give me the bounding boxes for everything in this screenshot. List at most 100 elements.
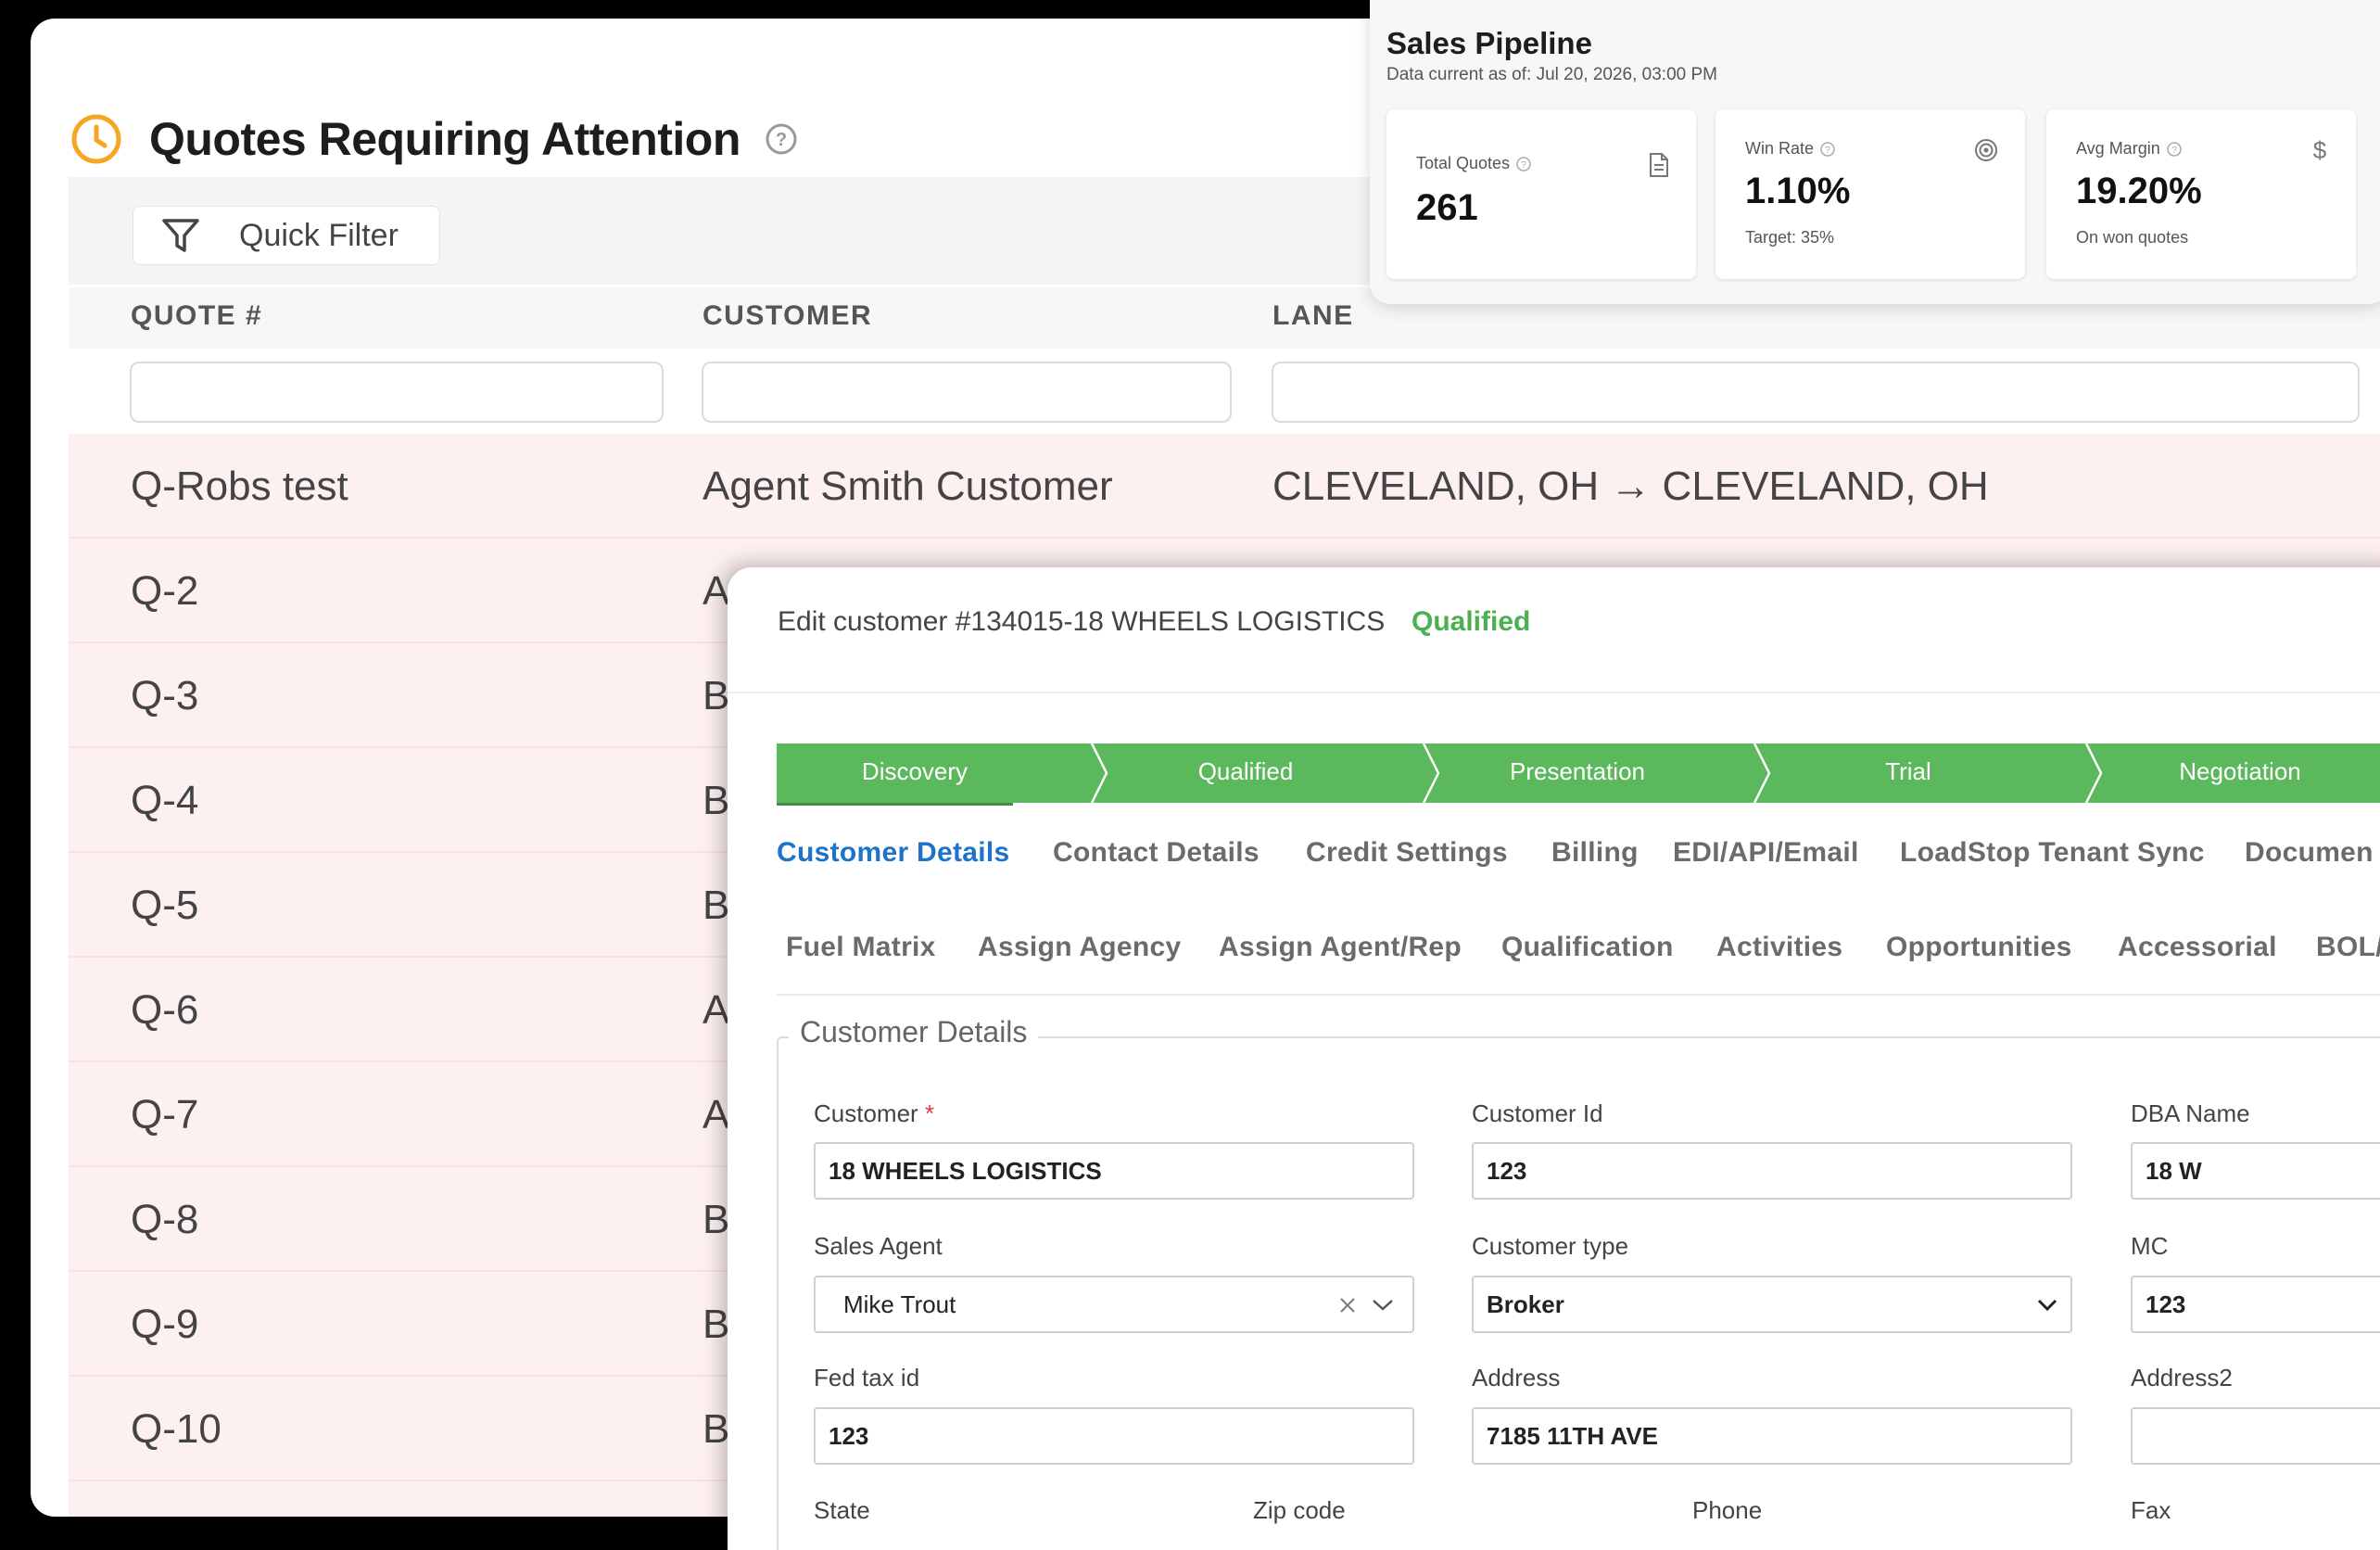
metric-label: Win Rate <box>1745 139 1815 158</box>
quote-cell: Q-2 <box>131 568 199 614</box>
metric-label: Avg Margin <box>2076 139 2160 158</box>
tab-fuel-matrix[interactable]: Fuel Matrix <box>786 932 936 962</box>
pipeline-subtitle: Data current as of: Jul 20, 2026, 03:00 … <box>1386 65 1717 84</box>
column-header-customer[interactable]: CUSTOMER <box>703 300 873 331</box>
help-icon[interactable]: ? <box>765 122 798 156</box>
edit-customer-panel: Edit customer #134015-18 WHEELS LOGISTIC… <box>728 567 2380 1550</box>
tab-contact-details[interactable]: Contact Details <box>1053 837 1260 868</box>
tab-activities[interactable]: Activities <box>1716 932 1843 962</box>
metric-value: 19.20% <box>2076 171 2202 211</box>
metric-label-row: Win Rate ? <box>1745 139 1836 159</box>
clear-icon[interactable] <box>1338 1296 1357 1315</box>
quote-cell: Q-11 <box>131 1511 219 1517</box>
svg-text:?: ? <box>776 130 787 150</box>
svg-text:?: ? <box>1521 160 1526 171</box>
pipeline-title: Sales Pipeline <box>1386 26 1592 60</box>
metric-value: 261 <box>1416 187 1478 228</box>
dba-name-field[interactable]: 18 W <box>2131 1142 2380 1200</box>
section-title: Customer Details <box>789 1015 1039 1049</box>
divider <box>777 994 2380 996</box>
sales-agent-value: Mike Trout <box>843 1290 956 1318</box>
customer-details-section <box>777 1036 2380 1550</box>
stage-bar-background <box>777 743 2380 803</box>
tab-billing[interactable]: Billing <box>1551 837 1639 868</box>
tab-edi-api-email[interactable]: EDI/API/Email <box>1673 837 1859 868</box>
tab-accessorial[interactable]: Accessorial <box>2118 932 2277 962</box>
address-field[interactable]: 7185 11TH AVE <box>1472 1407 2072 1465</box>
filter-icon <box>162 219 199 252</box>
status-badge: Qualified <box>1412 606 1531 637</box>
document-icon <box>1650 153 1668 177</box>
quick-filter-label: Quick Filter <box>239 217 399 253</box>
stage-negotiation[interactable]: Negotiation <box>2179 757 2301 785</box>
info-icon[interactable]: ? <box>1515 156 1532 172</box>
customer-id-field[interactable]: 123 <box>1472 1142 2072 1200</box>
stage-progress-bar: Discovery Qualified Presentation Trial N… <box>777 743 2380 806</box>
customer-type-label: Customer type <box>1472 1232 1629 1260</box>
tab-credit-settings[interactable]: Credit Settings <box>1306 837 1508 868</box>
quote-cell: Q-Robs test <box>131 464 348 509</box>
address2-field[interactable] <box>2131 1407 2380 1465</box>
stage-qualified[interactable]: Qualified <box>1197 757 1294 785</box>
svg-text:?: ? <box>1825 146 1830 156</box>
tab-qualification[interactable]: Qualification <box>1501 932 1674 962</box>
column-header-quote[interactable]: QUOTE # <box>131 300 263 331</box>
sales-agent-label: Sales Agent <box>814 1232 943 1260</box>
address2-label: Address2 <box>2131 1364 2233 1391</box>
divider <box>728 692 2380 693</box>
chevron-down-icon[interactable] <box>1372 1298 1394 1313</box>
tab-bol[interactable]: BOL/ <box>2316 932 2380 962</box>
lane-cell: CLEVELAND, OH → CLEVELAND, OH <box>1272 464 1989 509</box>
chevron-down-icon[interactable] <box>2037 1298 2057 1313</box>
stage-discovery[interactable]: Discovery <box>861 757 968 785</box>
stage-presentation[interactable]: Presentation <box>1510 757 1645 785</box>
tab-documents[interactable]: Documen <box>2245 837 2374 868</box>
quote-cell: Q-5 <box>131 883 199 928</box>
column-filter-row <box>69 349 2380 434</box>
customer-filter-input[interactable] <box>702 362 1232 423</box>
fed-tax-id-label: Fed tax id <box>814 1364 920 1391</box>
info-icon[interactable]: ? <box>1819 141 1836 158</box>
customer-cell: Agent Smith Customer <box>703 464 1113 509</box>
address-label: Address <box>1472 1364 1561 1391</box>
quote-cell: Q-9 <box>131 1302 199 1347</box>
tab-loadstop-tenant-sync[interactable]: LoadStop Tenant Sync <box>1900 837 2205 868</box>
metric-card-total-quotes: Total Quotes ? 261 <box>1386 109 1696 279</box>
tab-assign-agency[interactable]: Assign Agency <box>978 932 1182 962</box>
mc-label: MC <box>2131 1232 2169 1260</box>
edit-customer-title: Edit customer #134015-18 WHEELS LOGISTIC… <box>778 606 1386 637</box>
tab-assign-agent-rep[interactable]: Assign Agent/Rep <box>1219 932 1462 962</box>
metric-label: Total Quotes <box>1416 154 1511 172</box>
info-icon[interactable]: ? <box>2166 141 2183 158</box>
customer-id-label: Customer Id <box>1472 1099 1603 1127</box>
fed-tax-id-field[interactable]: 123 <box>814 1407 1414 1465</box>
table-row[interactable]: Q-Robs test Agent Smith Customer CLEVELAND… <box>69 434 2380 539</box>
quote-cell: Q-6 <box>131 987 199 1033</box>
column-header-lane[interactable]: LANE <box>1272 300 1354 331</box>
lane-filter-input[interactable] <box>1272 362 2360 423</box>
svg-text:$: $ <box>2313 137 2327 163</box>
dollar-icon: $ <box>2313 137 2327 163</box>
tab-customer-details[interactable]: Customer Details <box>777 837 1010 868</box>
sales-agent-select[interactable]: Mike Trout <box>814 1276 1414 1333</box>
metric-note: Target: 35% <box>1745 228 1835 247</box>
quote-cell: Q-8 <box>131 1197 199 1242</box>
customer-type-value: Broker <box>1487 1290 1564 1318</box>
tab-opportunities[interactable]: Opportunities <box>1886 932 2072 962</box>
mc-field[interactable]: 123 <box>2131 1276 2380 1333</box>
target-icon <box>1975 139 1997 161</box>
clock-icon <box>71 114 121 164</box>
dba-name-label: DBA Name <box>2131 1099 2250 1127</box>
stage-trial[interactable]: Trial <box>1885 757 1931 785</box>
quote-cell: Q-7 <box>131 1092 199 1137</box>
quote-cell: Q-4 <box>131 778 199 823</box>
metric-card-win-rate: Win Rate ? 1.10% Target: 35% <box>1715 109 2025 279</box>
zip-code-label: Zip code <box>1253 1496 1346 1524</box>
customer-field[interactable]: 18 WHEELS LOGISTICS <box>814 1142 1414 1200</box>
stage-separators <box>1090 743 2103 803</box>
quote-filter-input[interactable] <box>130 362 664 423</box>
customer-type-select[interactable]: Broker <box>1472 1276 2072 1333</box>
required-marker: * <box>924 1099 935 1127</box>
quote-cell: Q-3 <box>131 673 199 718</box>
quick-filter-button[interactable]: Quick Filter <box>133 206 440 265</box>
